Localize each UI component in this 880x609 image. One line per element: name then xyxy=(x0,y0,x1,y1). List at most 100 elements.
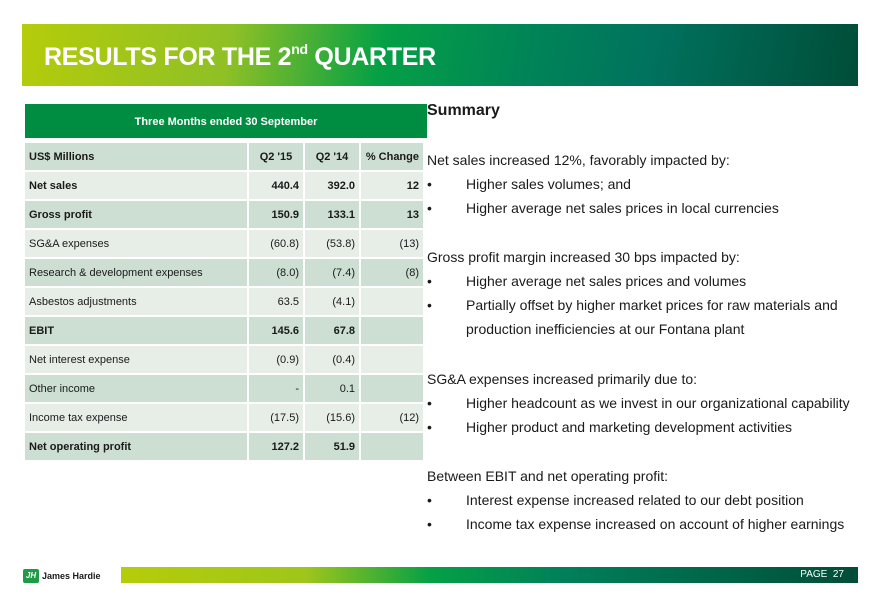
james-hardie-logo: JH James Hardie xyxy=(23,569,101,583)
title-superscript: nd xyxy=(291,41,308,57)
summary-bullet: • Higher average net sales prices and vol… xyxy=(427,273,746,289)
cell-value xyxy=(361,433,423,460)
logo-text: James Hardie xyxy=(42,571,101,581)
summary-subheading: SG&A expenses increased primarily due to… xyxy=(427,371,697,387)
bullet-icon: • xyxy=(427,492,432,508)
bullet-icon: • xyxy=(427,273,432,289)
summary-bullet: production inefficiencies at our Fontana… xyxy=(466,321,744,337)
logo-mark-icon: JH xyxy=(23,569,39,583)
bullet-icon: • xyxy=(427,395,432,411)
summary-text: Higher average net sales prices and volu… xyxy=(466,273,747,289)
bullet-icon: • xyxy=(427,176,432,192)
column-header: US$ Millions xyxy=(25,143,247,170)
summary-bullet: • Higher average net sales prices in loca… xyxy=(427,200,779,216)
table-row: Other income -0.1 xyxy=(25,375,423,402)
cell-value xyxy=(361,317,423,344)
summary-subheading: Gross profit margin increased 30 bps imp… xyxy=(427,249,740,265)
footer-bar: PAGE 27 xyxy=(121,567,858,583)
table-row: Income tax expense (17.5) (15.6) (12) xyxy=(25,404,423,431)
row-label: Research & development expenses xyxy=(25,259,247,286)
title-text: RESULTS FOR THE 2 xyxy=(44,43,292,71)
bullet-icon: • xyxy=(427,200,432,216)
cell-value: (4.1) xyxy=(305,288,359,315)
summary-bullet: • Income tax expense increased on account… xyxy=(427,516,844,532)
cell-value: 63.5 xyxy=(249,288,303,315)
cell-value: 133.1 xyxy=(305,201,359,228)
summary-text: Higher sales volumes; and xyxy=(466,176,631,192)
bullet-icon: • xyxy=(427,516,432,532)
cell-value: 51.9 xyxy=(305,433,359,460)
row-label: EBIT xyxy=(25,317,247,344)
cell-value: 392.0 xyxy=(305,172,359,199)
table-row: SG&A expenses (60.8) (53.8) (13) xyxy=(25,230,423,257)
summary-text: Interest expense increased related to ou… xyxy=(466,492,804,508)
summary-bullet: • Partially offset by higher market price… xyxy=(427,297,838,313)
summary-text: Income tax expense increased on account … xyxy=(466,516,845,532)
summary-bullet: • Higher headcount as we invest in our or… xyxy=(427,395,850,411)
summary-subheading: Net sales increased 12%, favorably impac… xyxy=(427,152,730,168)
cell-value: 13 xyxy=(361,201,423,228)
cell-value: (0.4) xyxy=(305,346,359,373)
cell-value: - xyxy=(249,375,303,402)
summary-text: Higher headcount as we invest in our org… xyxy=(466,395,850,411)
column-header: Q2 '14 xyxy=(305,143,359,170)
slide-title: RESULTS FOR THE 2nd QUARTER xyxy=(44,41,436,72)
row-label: Income tax expense xyxy=(25,404,247,431)
cell-value: 127.2 xyxy=(249,433,303,460)
summary-bullet: • Interest expense increased related to o… xyxy=(427,492,804,508)
cell-value xyxy=(361,346,423,373)
table-row: Net interest expense (0.9) (0.4) xyxy=(25,346,423,373)
table-row: EBIT 145.6 67.8 xyxy=(25,317,423,344)
table-row: Net sales 440.4 392.0 12 xyxy=(25,172,423,199)
summary-text: Higher average net sales prices in local… xyxy=(466,200,779,216)
summary-text: Net sales increased 12%, favorably impac… xyxy=(427,152,730,168)
cell-value: (8.0) xyxy=(249,259,303,286)
cell-value xyxy=(361,375,423,402)
page-number: PAGE 27 xyxy=(800,569,844,580)
table-header-row: US$ Millions Q2 '15 Q2 '14% Change xyxy=(25,143,423,170)
row-label: Net interest expense xyxy=(25,346,247,373)
bullet-icon: • xyxy=(427,419,432,435)
row-label: Other income xyxy=(25,375,247,402)
cell-value: (13) xyxy=(361,230,423,257)
cell-value: (17.5) xyxy=(249,404,303,431)
cell-value: 12 xyxy=(361,172,423,199)
title-banner: RESULTS FOR THE 2nd QUARTER xyxy=(22,24,858,86)
table-row: Net operating profit 127.2 51.9 xyxy=(25,433,423,460)
summary-subheading: Between EBIT and net operating profit: xyxy=(427,468,668,484)
row-label: Asbestos adjustments xyxy=(25,288,247,315)
summary-text: Between EBIT and net operating profit: xyxy=(427,468,669,484)
bullet-icon: • xyxy=(427,297,432,313)
table-row: Gross profit 150.9 133.1 13 xyxy=(25,201,423,228)
table-row: Research & development expenses (8.0) (7.4… xyxy=(25,259,423,286)
cell-value: (53.8) xyxy=(305,230,359,257)
table-row: Asbestos adjustments 63.5 (4.1) xyxy=(25,288,423,315)
row-label: Net sales xyxy=(25,172,247,199)
cell-value: 145.6 xyxy=(249,317,303,344)
cell-value: (15.6) xyxy=(305,404,359,431)
summary-heading: Summary xyxy=(427,102,500,119)
row-label: Net operating profit xyxy=(25,433,247,460)
table-caption: Three Months ended 30 September xyxy=(25,104,427,138)
column-header: Q2 '15 xyxy=(249,143,303,170)
cell-value: (7.4) xyxy=(305,259,359,286)
cell-value: (60.8) xyxy=(249,230,303,257)
cell-value xyxy=(361,288,423,315)
summary-text: Gross profit margin increased 30 bps imp… xyxy=(427,249,740,265)
summary-bullet: • Higher sales volumes; and xyxy=(427,176,631,192)
cell-value: (0.9) xyxy=(249,346,303,373)
cell-value: 440.4 xyxy=(249,172,303,199)
cell-value: 150.9 xyxy=(249,201,303,228)
column-header: % Change xyxy=(361,143,423,170)
title-tail: QUARTER xyxy=(307,43,436,71)
cell-value: 0.1 xyxy=(305,375,359,402)
summary-text: production inefficiencies at our Fontana… xyxy=(466,321,745,337)
cell-value: (8) xyxy=(361,259,423,286)
row-label: SG&A expenses xyxy=(25,230,247,257)
cell-value: (12) xyxy=(361,404,423,431)
cell-value: 67.8 xyxy=(305,317,359,344)
summary-text: SG&A expenses increased primarily due to… xyxy=(427,371,698,387)
summary-text: Partially offset by higher market prices… xyxy=(466,297,838,313)
row-label: Gross profit xyxy=(25,201,247,228)
summary-bullet: • Higher product and marketing developmen… xyxy=(427,419,792,435)
